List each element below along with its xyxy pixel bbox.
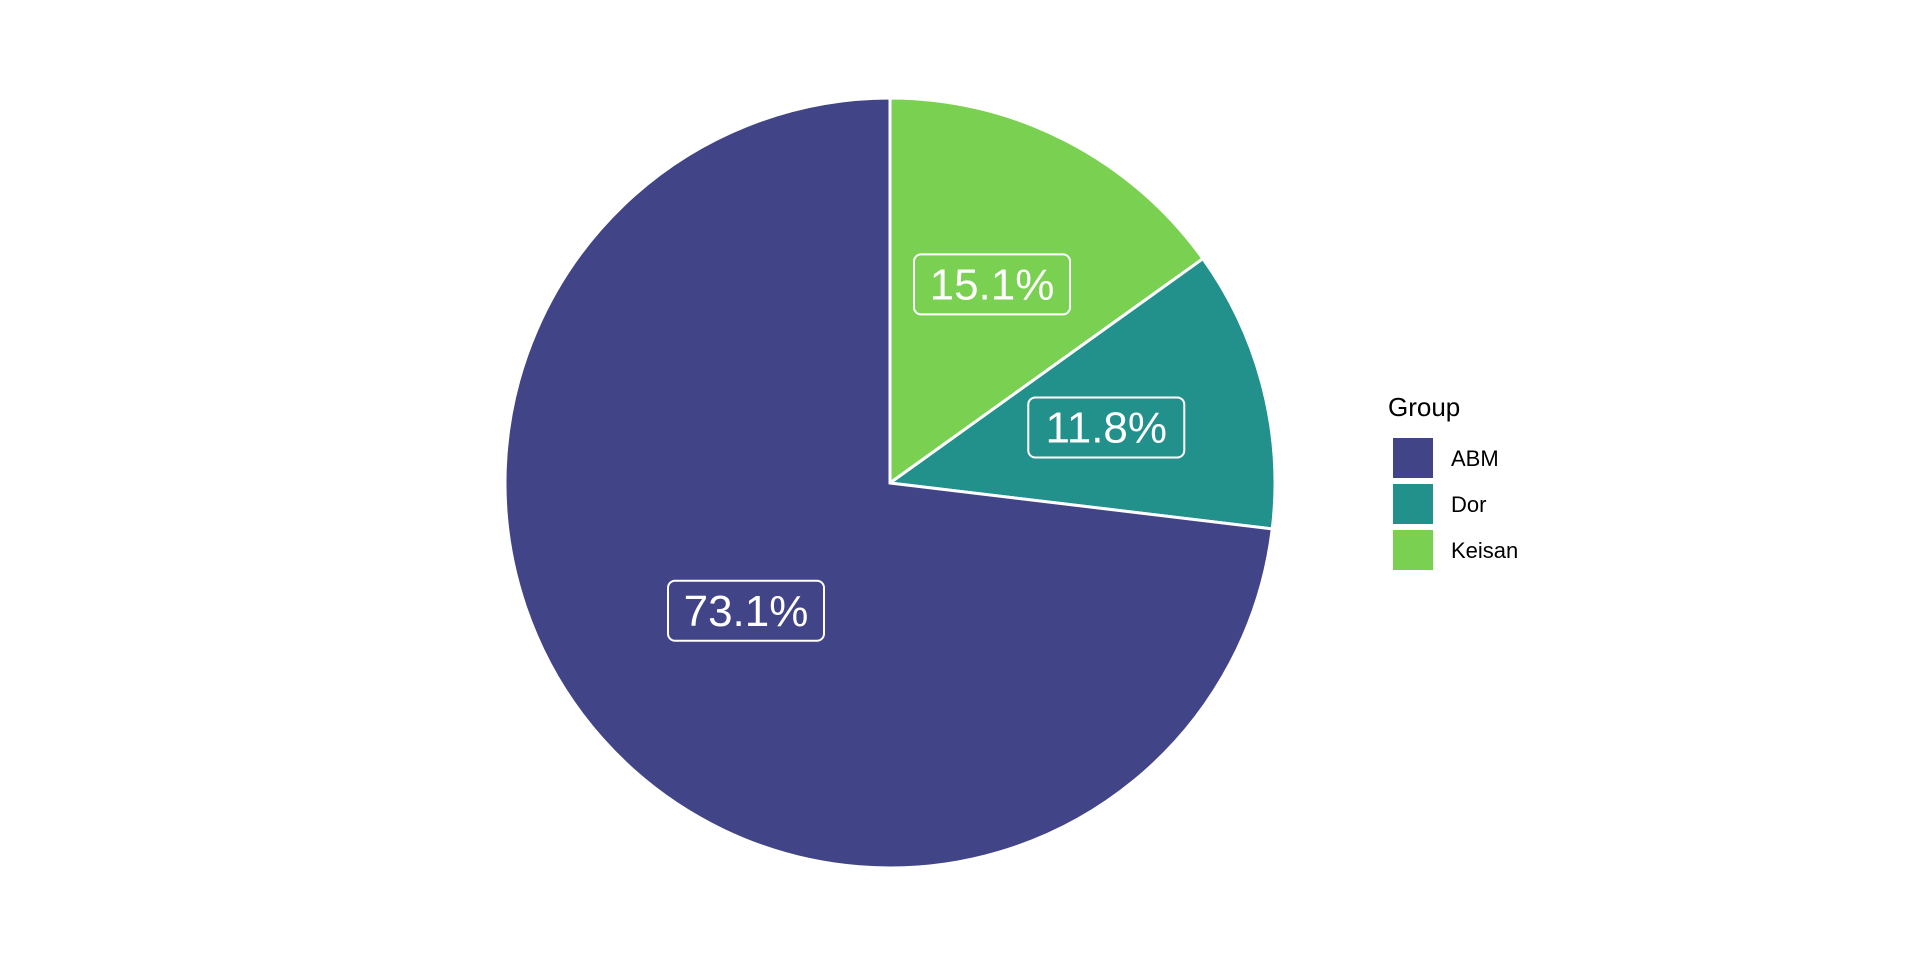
- legend-swatch: [1393, 484, 1433, 524]
- pie-slice-dor: [885, 256, 1277, 531]
- slice-label-box: [1027, 396, 1186, 459]
- legend-item-keisan: Keisan: [1393, 530, 1518, 570]
- legend-label: Dor: [1451, 492, 1486, 517]
- legend-swatch: [1393, 438, 1433, 478]
- slice-label-text: 73.1%: [684, 587, 809, 636]
- legend: Group ABM Dor Keisan: [1388, 392, 1518, 570]
- slice-label-box: [913, 253, 1072, 316]
- legend-swatch: [1393, 530, 1433, 570]
- legend-item-abm: ABM: [1393, 438, 1499, 478]
- legend-items: ABM Dor Keisan: [1393, 438, 1518, 570]
- legend-item-dor: Dor: [1393, 484, 1486, 524]
- slice-label-text: 11.8%: [1046, 403, 1168, 452]
- pie-slice-labels: 15.1% 11.8% 73.1%: [667, 253, 1186, 642]
- slice-label-abm: 73.1%: [667, 579, 826, 642]
- slice-label-text: 15.1%: [930, 260, 1055, 309]
- slice-label-dor: 11.8%: [1027, 396, 1186, 459]
- legend-label: Keisan: [1451, 538, 1518, 563]
- pie-slices: [503, 96, 1277, 870]
- slice-label-keisan: 15.1%: [913, 253, 1072, 316]
- pie-slice-abm: [503, 96, 1274, 870]
- slice-label-box: [667, 579, 826, 642]
- legend-title: Group: [1388, 392, 1460, 422]
- legend-label: ABM: [1451, 446, 1499, 471]
